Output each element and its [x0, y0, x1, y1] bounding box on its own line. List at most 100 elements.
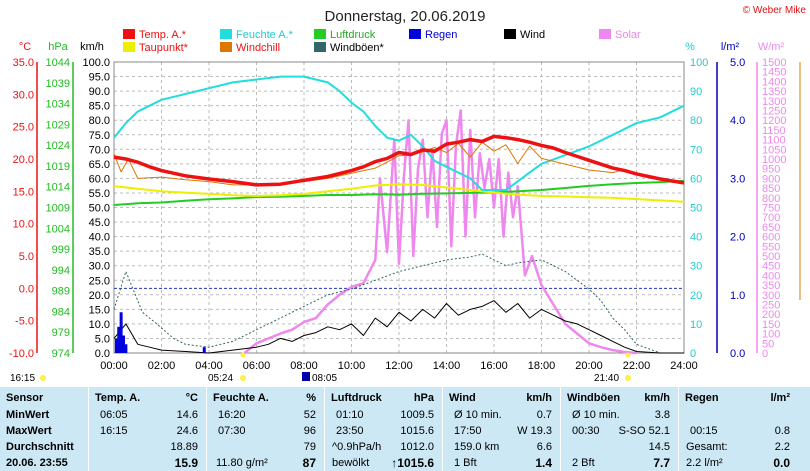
temp-tick-label: 0.0 — [19, 283, 34, 295]
sunset-label: 21:40 — [594, 373, 619, 384]
solar-tick-label: 250 — [762, 300, 780, 312]
rain-tick-label: 2.0 — [730, 232, 745, 244]
solar-tick-label: 1250 — [762, 106, 786, 118]
cell: 0.0 — [773, 456, 790, 470]
time-tick-label: 02:00 — [148, 360, 176, 372]
humidity-tick-label: 90 — [690, 86, 702, 98]
rain-tick-label: 0.0 — [730, 348, 745, 360]
solar-tick-label: 1200 — [762, 115, 786, 127]
legend-swatch — [504, 29, 516, 39]
legend-label: Solar — [615, 29, 641, 41]
series-line-feuchtea — [113, 75, 685, 191]
pressure-tick-label: 974 — [52, 348, 70, 360]
solar-tick-label: 650 — [762, 222, 780, 234]
time-tick-label: 20:00 — [575, 360, 603, 372]
solar-tick-label: 50 — [762, 338, 774, 350]
solar-tick-label: 100 — [762, 329, 780, 341]
header-sensor: Sensor — [6, 392, 44, 404]
cell: W 19.3 — [517, 425, 552, 437]
temp-tick-label: 5.0 — [19, 251, 34, 263]
legend-swatch — [220, 42, 232, 52]
temp-tick-label: -5.0 — [15, 316, 34, 328]
header-gust-unit: km/h — [644, 392, 670, 404]
legend-label: Feuchte A.* — [236, 29, 294, 41]
sun-icon — [625, 375, 631, 381]
legend-swatch — [123, 42, 135, 52]
time-tick-label: 00:00 — [100, 360, 128, 372]
cell: 23:50 — [336, 425, 364, 437]
cell: 16:20 — [218, 409, 246, 421]
cell: 07:30 — [218, 425, 246, 437]
legend-label: Luftdruck — [330, 29, 376, 41]
solar-tick-label: 1050 — [762, 144, 786, 156]
temp-tick-label: 30.0 — [13, 89, 34, 101]
series-line-luftdruck — [113, 179, 685, 206]
cell: 159.0 km — [454, 441, 500, 453]
pressure-tick-label: 994 — [52, 265, 70, 277]
header-rain: Regen — [685, 392, 719, 404]
sunrise-icon — [302, 372, 310, 381]
row-label: 20.06. 23:55 — [6, 457, 68, 469]
solar-tick-label: 600 — [762, 232, 780, 244]
rain-bar — [202, 347, 206, 353]
temp-tick-label: 35.0 — [13, 57, 34, 69]
solar-tick-label: 750 — [762, 203, 780, 215]
temp-axis-unit: °C — [19, 41, 31, 53]
solar-tick-label: 500 — [762, 251, 780, 263]
cell: 17:50 — [454, 425, 482, 437]
cell: 1012.0 — [400, 441, 434, 453]
wind-axis-unit: km/h — [80, 41, 104, 53]
chart-title: Donnerstag, 20.06.2019 — [325, 8, 486, 25]
wind-tick-label: 50.0 — [89, 203, 110, 215]
pressure-tick-label: 1044 — [46, 57, 70, 69]
cell: 3.8 — [654, 409, 670, 421]
cell: 0.7 — [536, 409, 552, 421]
cell: bewölkt — [332, 457, 370, 469]
wind-tick-label: 15.0 — [89, 304, 110, 316]
header-pressure: Luftdruck — [331, 392, 382, 404]
solar-axis-unit: W/m² — [758, 41, 785, 53]
solar-tick-label: 200 — [762, 309, 780, 321]
humidity-tick-label: 50 — [690, 203, 702, 215]
stats-row-avg: Durchschnitt 18.89 79 ^0.9hPa/h 1012.0 1… — [0, 440, 810, 455]
moonset-label: 05:24 — [208, 373, 233, 384]
rain-tick-label: 5.0 — [730, 57, 745, 69]
solar-tick-label: 950 — [762, 164, 780, 176]
wind-tick-label: 75.0 — [89, 130, 110, 142]
solar-tick-label: 1150 — [762, 125, 786, 137]
cell: 96 — [303, 425, 316, 437]
solar-tick-label: 1350 — [762, 86, 786, 98]
pressure-axis-unit: hPa — [48, 41, 68, 53]
temp-tick-label: -10.0 — [9, 348, 34, 360]
solar-tick-label: 700 — [762, 212, 780, 224]
stats-table: Sensor Temp. A. °C Feuchte A. % Luftdruc… — [0, 387, 810, 471]
rain-axis-unit: l/m² — [721, 41, 740, 53]
pressure-tick-label: 984 — [52, 306, 70, 318]
weather-chart: Donnerstag, 20.06.2019 © Weber Mike Temp. … — [9, 5, 807, 384]
solar-tick-label: 1500 — [762, 57, 786, 69]
rain-bar — [124, 344, 128, 353]
cell: 06:05 — [100, 409, 128, 421]
wind-tick-label: 25.0 — [89, 275, 110, 287]
solar-tick-label: 1400 — [762, 76, 786, 88]
stats-header-row: Sensor Temp. A. °C Feuchte A. % Luftdruc… — [0, 391, 810, 406]
header-humidity-unit: % — [306, 392, 316, 404]
legend-swatch — [220, 29, 232, 39]
series-line-windchill — [113, 141, 685, 186]
header-wind-unit: km/h — [526, 392, 552, 404]
cell: 00:30 — [572, 425, 600, 437]
temp-tick-label: 15.0 — [13, 186, 34, 198]
header-temp: Temp. A. — [95, 392, 141, 404]
humidity-tick-label: 20 — [690, 290, 702, 302]
wind-tick-label: 45.0 — [89, 217, 110, 229]
stats-row-max: MaxWert 16:15 24.6 07:30 96 23:50 1015.6… — [0, 424, 810, 439]
solar-tick-label: 1000 — [762, 154, 786, 166]
cell: 14.5 — [648, 441, 670, 453]
legend-swatch — [409, 29, 421, 39]
legend-label: Taupunkt* — [139, 42, 189, 54]
cell: ↑1015.6 — [391, 456, 434, 470]
humidity-tick-label: 100 — [690, 57, 708, 69]
humidity-tick-label: 60 — [690, 173, 702, 185]
cell: 2 Bft — [572, 457, 595, 469]
pressure-tick-label: 1019 — [46, 161, 70, 173]
